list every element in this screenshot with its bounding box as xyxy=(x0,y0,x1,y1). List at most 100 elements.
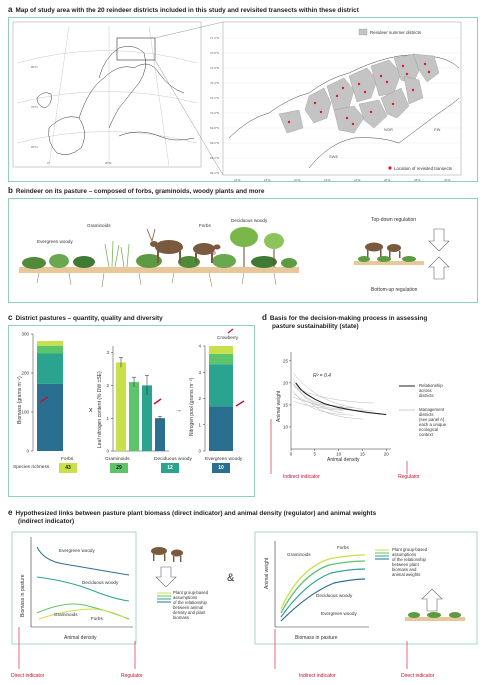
e-right-graminoids-label: Graminoids xyxy=(287,552,311,557)
red-arrow-icon xyxy=(39,396,49,403)
lon-label: 28°E xyxy=(414,178,421,182)
deciduous-shrubs xyxy=(230,227,284,267)
richness-box-evergreen: 10 xyxy=(212,463,230,473)
e-left-legend: between animal xyxy=(173,605,203,610)
lat-label: 69.8°N xyxy=(210,126,219,130)
lat-label: 70.0°N xyxy=(210,111,219,115)
npool-tick-label: 1 xyxy=(198,422,201,427)
e-arrow-down-icon xyxy=(155,566,177,588)
e-curve-deciduous xyxy=(280,568,366,618)
npool-bar-segment xyxy=(209,406,233,451)
npool-tick-label: 2 xyxy=(198,396,201,401)
lon-label: 24°E xyxy=(354,178,361,182)
legend-relationship: across xyxy=(419,388,432,393)
panel-c: Biomass (grams m⁻²) 0 100 200 300 x → Leaf … xyxy=(8,325,255,497)
europe-coastline xyxy=(36,46,195,155)
overview-lon-label: 0° xyxy=(47,161,51,165)
e-right-direct-indicator: Direct indicator xyxy=(401,673,435,679)
species-richness-label: Species richness xyxy=(13,464,50,470)
npool-bar-segment xyxy=(209,353,233,365)
animal-weight-density-chart: Indirect indicator Regulator Animal weig… xyxy=(270,352,447,480)
panel-d: Indirect indicator Regulator Animal weig… xyxy=(262,333,478,497)
npool-tick-label: 4 xyxy=(198,344,201,349)
panel-b: Evergreen woody Graminoids Forbs Deciduo… xyxy=(8,198,478,303)
npool-tick-label: 3 xyxy=(198,370,201,375)
d-x-tick-label: 5 xyxy=(314,452,317,457)
label-graminoids: Graminoids xyxy=(87,223,111,228)
management-district-line xyxy=(293,386,374,404)
biomass-bar-segment xyxy=(37,341,63,346)
label-deciduous-woody: Deciduous woody xyxy=(231,218,268,223)
regulator-label: Regulator xyxy=(398,474,420,480)
ampersand: & xyxy=(227,572,235,584)
d-x-tick-label: 0 xyxy=(290,452,293,457)
nitrogen-pool-chart: Nitrogen pool (grams m⁻²) 0 1 2 3 4 xyxy=(189,344,233,454)
reindeer-districts xyxy=(278,53,440,134)
hypothesized-links-diagram: Biomass in pasture Animal density Evergr… xyxy=(11,531,478,679)
legend-relationship: Relationship xyxy=(419,383,443,388)
management-district-line xyxy=(293,383,344,414)
e-left-legend: of the relationship xyxy=(173,600,208,605)
e-left-y-label: Biomass in pasture xyxy=(20,574,26,617)
e-left-regulator: Regulator xyxy=(121,673,143,679)
arrow-up-icon xyxy=(428,256,450,280)
e-right-x-label: Biomass in pasture xyxy=(295,635,338,641)
e-right-legend: between plant xyxy=(392,562,420,567)
group-label-forbs: Forbs xyxy=(61,456,74,462)
small-reindeer xyxy=(365,242,401,258)
biomass-y-label: Biomass (grams m⁻²) xyxy=(17,376,23,424)
legend-management: context xyxy=(419,432,434,437)
legend-district-swatch xyxy=(358,28,368,36)
panel-b-title: b Reindeer on its pasture – composed of f… xyxy=(8,186,265,195)
legend-management: districts xyxy=(419,412,434,417)
overview-lon-label: 20°E xyxy=(105,161,112,165)
management-district-line xyxy=(293,372,364,410)
biomass-bar-segment xyxy=(37,383,63,451)
reindeer-figures xyxy=(146,228,221,263)
legend-management: each a unique xyxy=(419,422,447,427)
lon-label: 30°E xyxy=(444,178,451,182)
management-district-line xyxy=(293,401,344,411)
e-left-legend: biomass xyxy=(173,615,189,620)
lat-label: 70.8°N xyxy=(210,51,219,55)
panel-e: Biomass in pasture Animal density Evergr… xyxy=(8,528,478,680)
lat-label: 70.6°N xyxy=(210,66,219,70)
panel-d-title: d Basis for the decision-making process i… xyxy=(262,313,428,330)
d-x-label: Animal density xyxy=(327,457,360,463)
e-left-deciduous-label: Deciduous woody xyxy=(82,580,119,585)
legend-relationship: districts xyxy=(419,393,434,398)
group-label-graminoids: Graminoids xyxy=(105,456,130,462)
overview-lat-label: 60°N xyxy=(31,145,38,149)
indirect-indicator-label: Indirect indicator xyxy=(283,474,320,480)
e-left-evergreen-label: Evergreen woody xyxy=(59,548,95,553)
d-y-label: Animal weight xyxy=(276,390,282,422)
d-x-tick-label: 10 xyxy=(336,452,342,457)
leaf-nitrogen-chart: Leaf nitrogen content (% DW ±SE) 0 1 2 3 xyxy=(97,346,169,454)
left-hypothesis-box xyxy=(11,531,137,645)
multiply-sign: x xyxy=(89,407,93,414)
leaf-n-tick-label: 1 xyxy=(106,416,109,421)
e-left-legend: density and plant xyxy=(173,610,206,615)
lon-label: 20°E xyxy=(294,178,301,182)
biomass-tick-label: 100 xyxy=(21,410,29,415)
d-x-tick-label: 20 xyxy=(384,452,390,457)
arrow-sign: → xyxy=(175,407,182,414)
leaf-n-tick-label: 2 xyxy=(106,383,109,388)
management-district-line xyxy=(293,382,344,407)
lat-label: 70.4°N xyxy=(210,81,219,85)
vegetation xyxy=(22,254,297,269)
legend-transects: Location of revisited transects xyxy=(394,166,453,171)
leaf-n-bar xyxy=(116,362,126,451)
label-forbs: Forbs xyxy=(199,223,211,228)
lat-label: 70.2°N xyxy=(210,96,219,100)
biomass-chart: Biomass (grams m⁻²) 0 100 200 300 xyxy=(17,332,63,454)
leaf-n-bar xyxy=(129,382,139,451)
e-right-legend: animal weights xyxy=(392,572,420,577)
relationship-line xyxy=(295,382,387,416)
panel-c-title: c District pastures – quantity, quality a… xyxy=(8,313,163,322)
country-label-swe: SWE xyxy=(329,154,338,159)
e-right-forbs-label: Forbs xyxy=(337,545,349,550)
overview-lat-label: 80°N xyxy=(31,65,38,69)
label-evergreen-woody: Evergreen woody xyxy=(37,239,73,244)
